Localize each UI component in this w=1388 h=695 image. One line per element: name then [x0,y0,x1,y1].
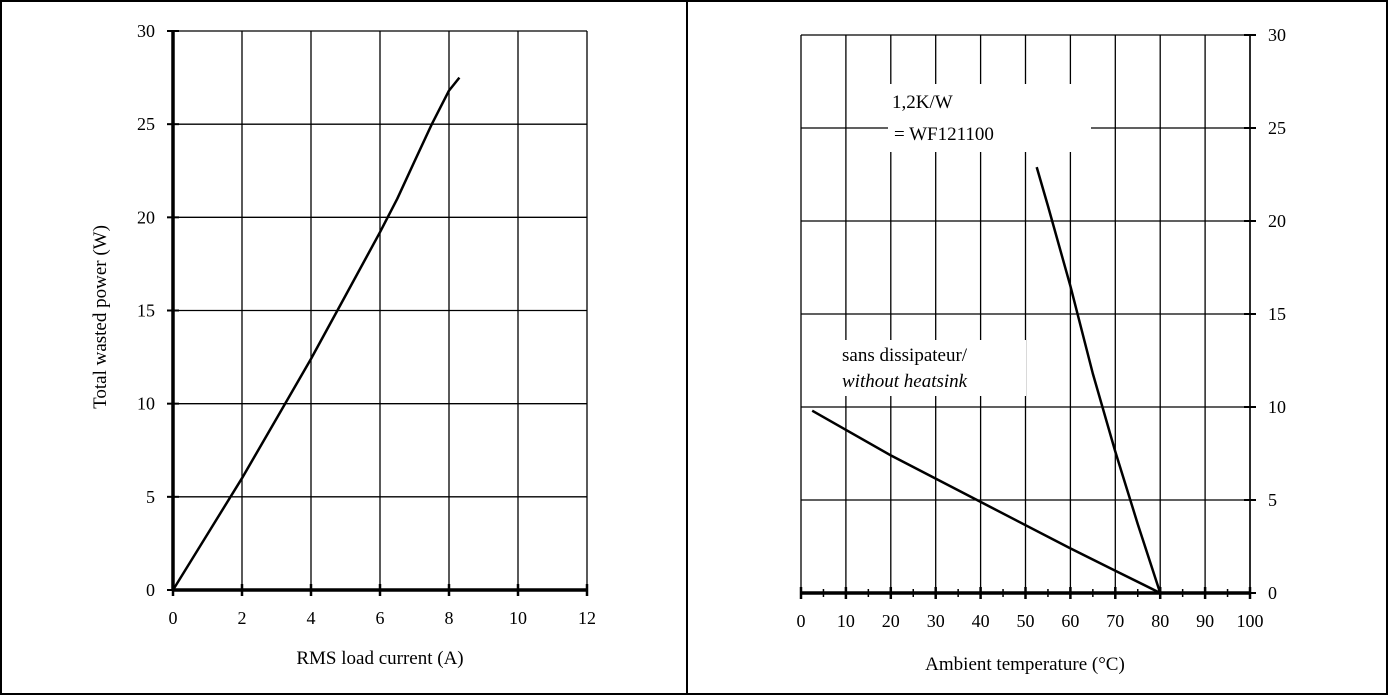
right-y-tick-labels: 0 5 10 15 20 25 30 [1268,25,1286,603]
right-x-tick-label: 60 [1061,611,1079,631]
right-x-tick-label: 20 [882,611,900,631]
annotation-heatsink-line2: = WF121100 [894,124,994,145]
annotation-noheatsink-bg [836,340,1026,396]
right-x-tick-label: 10 [837,611,855,631]
left-y-tick-label: 20 [137,207,155,227]
left-x-tick-label: 8 [445,608,454,628]
left-x-tick-label: 0 [169,608,178,628]
chart-right-ambient-temperature: 0 5 10 15 20 25 30 0 10 20 30 40 50 60 70 80 90 100 Ambi… [797,25,1287,675]
right-y-tick-label: 15 [1268,304,1286,324]
left-y-tick-label: 30 [137,21,155,41]
right-x-tick-label: 90 [1196,611,1214,631]
left-y-tick-label: 15 [137,301,155,321]
right-x-tick-labels: 0 10 20 30 40 50 60 70 80 90 100 [797,611,1264,631]
left-x-tick-label: 4 [307,608,316,628]
annotation-noheatsink-line1: sans dissipateur/ [842,345,968,366]
left-series-line-1 [171,76,461,591]
left-y-tick-label: 0 [146,580,155,600]
chart-left-wasted-power: 0 5 10 15 20 25 30 0 2 4 6 8 10 12 RMS load current … [90,21,596,669]
right-x-tick-label: 40 [972,611,990,631]
right-x-tick-label: 50 [1017,611,1035,631]
left-x-tick-label: 2 [238,608,247,628]
right-y-tick-label: 10 [1268,397,1286,417]
annotation-noheatsink-line2: without heatsink [842,371,968,392]
left-grid [172,30,588,591]
left-axes [167,30,589,596]
left-y-tick-label: 25 [137,114,155,134]
left-y-tick-labels: 0 5 10 15 20 25 30 [137,21,155,600]
right-x-tick-label: 70 [1106,611,1124,631]
left-x-tick-label: 12 [578,608,596,628]
right-x-tick-label: 0 [797,611,806,631]
left-series [171,76,461,591]
right-x-tick-label: 80 [1151,611,1169,631]
right-y-tick-label: 30 [1268,25,1286,45]
right-x-tick-label: 100 [1237,611,1264,631]
right-series [811,166,1162,595]
right-series-line-1 [811,409,1161,595]
right-series-line-2 [1035,166,1162,594]
annotation-heatsink-line1: 1,2K/W [892,92,953,113]
left-x-tick-labels: 0 2 4 6 8 10 12 [169,608,597,628]
left-x-tick-label: 10 [509,608,527,628]
left-y-axis-title: Total wasted power (W) [90,225,111,409]
right-y-tick-label: 25 [1268,118,1286,138]
right-y-tick-label: 20 [1268,211,1286,231]
right-y-tick-label: 0 [1268,583,1277,603]
left-x-tick-label: 6 [376,608,385,628]
annotation-heatsink-bg [888,84,1091,152]
left-y-tick-label: 10 [137,394,155,414]
right-y-tick-label: 5 [1268,490,1277,510]
right-x-axis-title: Ambient temperature (°C) [925,654,1125,675]
left-x-axis-title: RMS load current (A) [296,648,463,669]
left-y-tick-label: 5 [146,487,155,507]
right-x-tick-label: 30 [927,611,945,631]
